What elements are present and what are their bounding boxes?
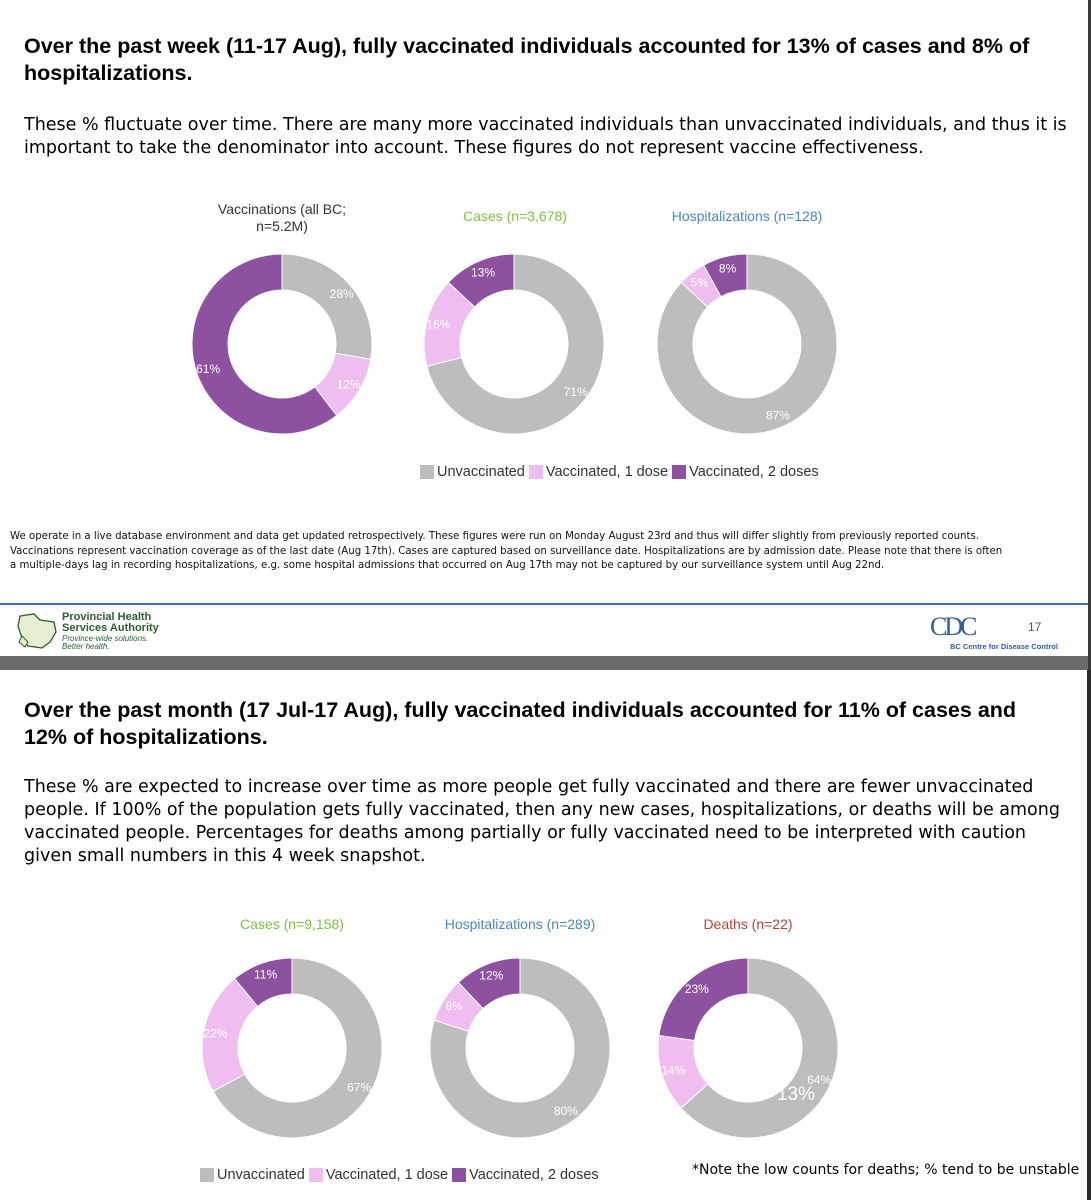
donut-2-label-one_dose: 5% (691, 275, 709, 289)
donut-0-segment-unvaccinated (281, 253, 373, 360)
bccdc-logo: CDC (930, 612, 978, 641)
donut-2-label-two_doses: 8% (719, 261, 737, 275)
legend-item-one-dose: Vaccinated, 1 dose (528, 464, 669, 480)
footnote-line-2: Vaccinations represent vaccination cover… (10, 545, 1003, 557)
legend-label-two-doses: Vaccinated, 2 doses (689, 464, 819, 480)
legend-item-one-dose: Vaccinated, 1 dose (308, 1167, 449, 1183)
page-number: 17 (1028, 620, 1042, 634)
slide-divider (0, 656, 1091, 670)
legend-label-unvaccinated: Unvaccinated (437, 464, 525, 480)
pha-tagline-2: Better health. (62, 642, 110, 651)
legend-item-unvaccinated: Unvaccinated (200, 1167, 305, 1183)
donut-2-segment-unvaccinated (656, 253, 838, 435)
bccdc-name: BC Centre for Disease Control (950, 642, 1058, 651)
donut-4-segment-two_doses (457, 957, 521, 1010)
chart-title-cases-week: Cases (n=3,678) (463, 208, 567, 224)
legend-month: Unvaccinated Vaccinated, 1 dose Vaccinat… (200, 1167, 603, 1183)
donut-2-label-unvaccinated: 87% (766, 409, 790, 423)
legend-item-two-doses: Vaccinated, 2 doses (672, 464, 819, 480)
legend-label-two-doses: Vaccinated, 2 doses (469, 1167, 599, 1183)
donut-3-label-unvaccinated: 67% (347, 1081, 371, 1095)
donut-4-label-two_doses: 12% (479, 968, 503, 982)
donut-1-segment-two_doses (447, 253, 515, 308)
legend-label-one-dose: Vaccinated, 1 dose (545, 464, 669, 480)
pha-name-line1: Provincial Health (62, 611, 152, 623)
footnote-line-3: a multiple-days lag in recording hospita… (10, 560, 885, 571)
donut-1-label-two_doses: 13% (471, 265, 495, 279)
donut-0-label-one_dose: 12% (337, 377, 361, 391)
footer-rule (0, 603, 1088, 605)
legend-label-one-dose: Vaccinated, 1 dose (325, 1167, 449, 1183)
donut-5-segment-unvaccinated (680, 957, 839, 1139)
footnote-line-1: We operate in a live database environmen… (10, 531, 980, 542)
legend-swatch-two-doses (452, 1168, 467, 1182)
legend-swatch-unvaccinated (200, 1168, 214, 1182)
deaths-note: *Note the low counts for deaths; % tend … (692, 1162, 1080, 1178)
window-edge-lower (1087, 670, 1091, 1200)
chart-title-vaccinations: Vaccinations (all BC; n=5.2M) (217, 201, 347, 234)
chart-title-hosp-week: Hospitalizations (n=128) (671, 208, 823, 224)
legend-swatch-unvaccinated (420, 465, 434, 479)
donut-5-label-one_dose: 14% (661, 1064, 685, 1078)
donut-5-label-two_doses: 23% (685, 982, 709, 996)
donut-1-segment-unvaccinated (426, 253, 605, 435)
chart-title-cases-month: Cases (n=9,158) (240, 916, 344, 932)
donut-0-label-unvaccinated: 28% (330, 287, 354, 301)
slide-week: Over the past week (11-17 Aug), fully va… (0, 34, 1088, 651)
legend-item-two-doses: Vaccinated, 2 doses (452, 1167, 599, 1183)
chart-title-deaths-month: Deaths (n=22) (703, 916, 793, 932)
bc-map-logo-icon (17, 613, 57, 649)
donut-4-label-unvaccinated: 80% (554, 1104, 578, 1118)
legend-week: Unvaccinated Vaccinated, 1 dose Vaccinat… (420, 464, 823, 480)
donut-5-segment-two_doses (658, 957, 749, 1042)
donut-2-segment-two_doses (702, 253, 748, 298)
legend-swatch-two-doses (672, 465, 687, 479)
pha-name: Provincial Health Services Authority (62, 612, 159, 634)
window-edge (1088, 0, 1091, 1200)
donut-0-segment-two_doses (191, 253, 338, 435)
donut-3-label-two_doses: 11% (254, 968, 277, 982)
legend-item-unvaccinated: Unvaccinated (420, 464, 525, 480)
legend-label-unvaccinated: Unvaccinated (217, 1167, 305, 1183)
donut-3-segment-two_doses (233, 957, 293, 1008)
donut-4-segment-unvaccinated (429, 957, 611, 1139)
methodology-footnote: We operate in a live database environmen… (10, 530, 1085, 574)
donut-0-label-two_doses: 61% (196, 362, 220, 376)
legend-swatch-one-dose (528, 465, 543, 479)
pha-tagline-1: Province-wide solutions. (62, 634, 149, 643)
donut-1-label-one_dose: 16% (426, 318, 450, 332)
slide2-headline: Over the past month (17 Jul-17 Aug), ful… (24, 698, 1017, 749)
donut-1-label-unvaccinated: 71% (564, 385, 588, 399)
slide2-subtext: These % are expected to increase over ti… (24, 777, 1060, 866)
slide1-subtext: These % fluctuate over time. There are m… (24, 115, 1067, 158)
donut-4-label-one_dose: 8% (445, 999, 463, 1013)
donut-5-label-unvaccinated: 64% (807, 1073, 831, 1087)
chart-title-hosp-month: Hospitalizations (n=289) (444, 916, 596, 932)
pha-tagline: Province-wide solutions. Better health. (62, 635, 148, 651)
pha-name-line2: Services Authority (62, 622, 159, 634)
overlay-label: 13% (777, 1084, 815, 1105)
donut-3-segment-unvaccinated (212, 957, 383, 1139)
slide1-headline: Over the past week (11-17 Aug), fully va… (24, 34, 1030, 85)
donut-3-label-one_dose: 22% (203, 1026, 227, 1040)
legend-swatch-one-dose (308, 1168, 323, 1182)
